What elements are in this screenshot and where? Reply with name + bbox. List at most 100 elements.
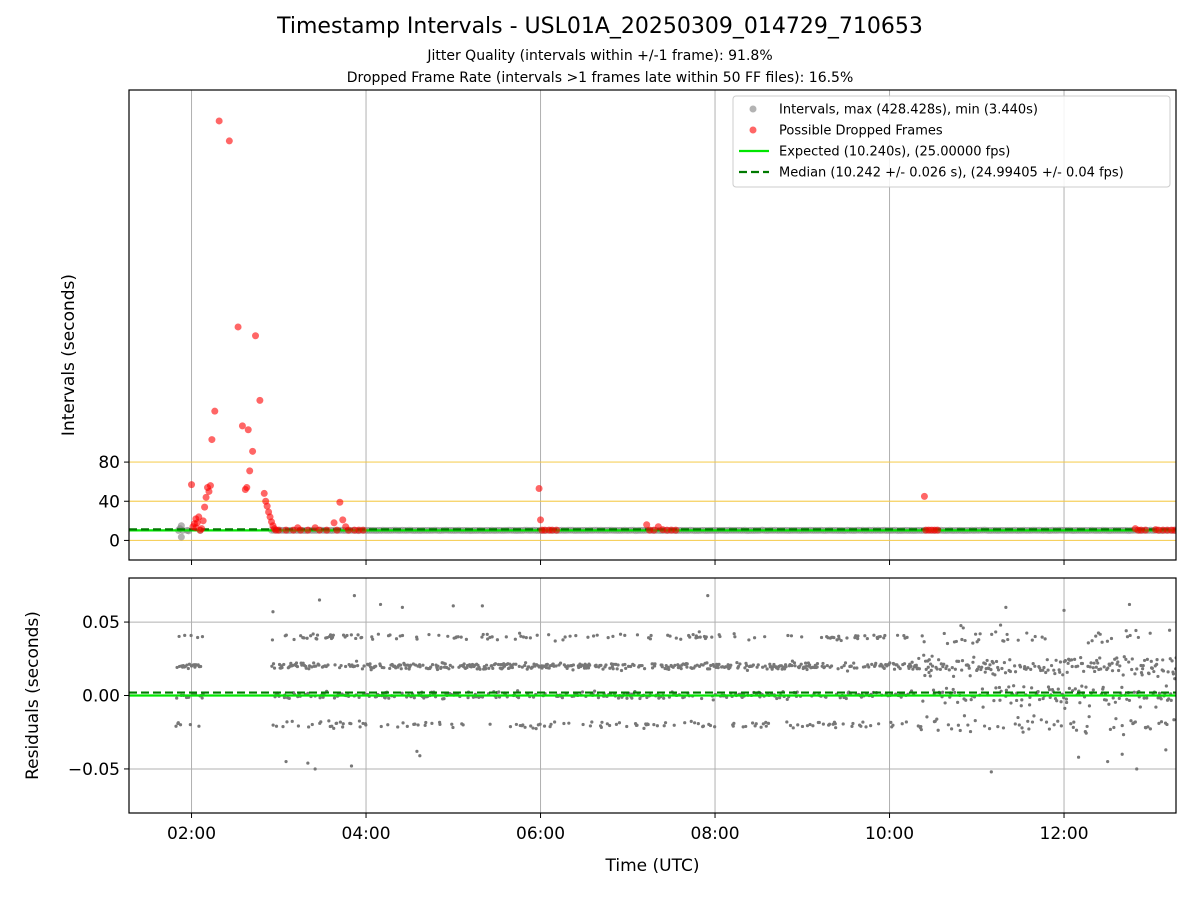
residual-point — [330, 724, 334, 728]
residual-point — [1129, 719, 1133, 723]
residual-point — [305, 636, 309, 640]
residual-point — [562, 721, 566, 726]
residual-point — [1090, 639, 1094, 643]
residual-point — [1100, 640, 1104, 644]
residual-point — [993, 673, 997, 677]
residual-point — [430, 721, 434, 725]
residual-point — [1016, 715, 1020, 720]
residual-point — [396, 725, 400, 729]
residual-point — [271, 610, 275, 614]
residual-point — [1001, 726, 1006, 730]
residual-point — [856, 637, 860, 641]
legend-marker-dropped — [749, 126, 757, 134]
legend-marker-interval — [749, 105, 757, 113]
residual-point — [973, 719, 977, 723]
residual-point — [966, 723, 970, 727]
residual-point — [595, 633, 599, 637]
residual-point — [400, 605, 404, 609]
residual-point — [1020, 698, 1024, 702]
residual-point — [1052, 723, 1056, 727]
residual-point — [418, 754, 422, 758]
residual-point — [614, 722, 619, 727]
residual-point — [399, 663, 403, 667]
dropped-frame-point — [263, 502, 271, 510]
residual-point — [443, 662, 447, 666]
residual-point — [429, 665, 433, 669]
residual-point — [922, 653, 926, 657]
residual-point — [1006, 637, 1010, 642]
residual-point — [1087, 704, 1092, 708]
residual-point — [356, 633, 360, 637]
residual-point — [710, 635, 714, 639]
residual-point — [1150, 666, 1154, 671]
residual-point — [701, 724, 706, 728]
residual-point — [1045, 658, 1049, 662]
residual-point — [664, 663, 668, 668]
residual-point — [977, 665, 981, 669]
residual-point — [855, 666, 859, 670]
residual-point — [1016, 638, 1020, 642]
residual-point — [996, 668, 1001, 672]
residual-point — [1080, 684, 1084, 688]
residual-point — [1053, 671, 1057, 676]
residual-point — [606, 636, 610, 640]
residual-point — [461, 723, 465, 727]
residual-point — [962, 714, 967, 718]
dropped-frame-point — [199, 517, 207, 525]
residual-point — [819, 635, 824, 640]
residual-point — [1018, 665, 1023, 669]
residual-point — [1080, 661, 1085, 666]
residual-point — [588, 724, 593, 728]
residual-point — [307, 667, 311, 671]
residual-point — [318, 696, 322, 700]
residual-point — [517, 664, 521, 669]
interval-point — [177, 533, 185, 541]
residual-point — [274, 724, 279, 728]
residual-point — [733, 635, 737, 639]
residual-point — [785, 697, 789, 701]
residual-point — [985, 658, 989, 663]
residual-point — [567, 721, 571, 725]
residual-point — [353, 664, 357, 668]
residual-point — [1086, 641, 1090, 645]
dropped-frame-point — [1171, 526, 1176, 534]
residual-point — [735, 660, 739, 665]
residual-point — [290, 663, 295, 668]
dropped-frame-point — [205, 487, 213, 495]
residual-point — [1135, 767, 1139, 771]
residual-point — [1052, 668, 1056, 672]
residual-point — [882, 666, 886, 670]
residual-point — [553, 639, 557, 643]
y-tick-label: 0 — [109, 531, 120, 551]
residual-point — [981, 705, 985, 709]
residual-point — [484, 663, 489, 667]
residual-point — [983, 670, 987, 674]
jitter-quality-subtitle: Jitter Quality (intervals within +/-1 fr… — [427, 48, 773, 64]
residual-point — [270, 664, 274, 668]
residual-point — [840, 665, 844, 669]
residual-point — [998, 623, 1003, 627]
residual-point — [1039, 718, 1043, 722]
x-tick-label: 12:00 — [1040, 824, 1089, 844]
residual-point — [1149, 659, 1153, 663]
residual-point — [990, 632, 994, 636]
residual-point — [951, 687, 955, 692]
residual-point — [983, 662, 987, 666]
residual-point — [466, 696, 470, 700]
residual-point — [942, 631, 946, 636]
residual-point — [317, 598, 322, 602]
residual-point — [188, 723, 192, 727]
chart-title: Timestamp Intervals - USL01A_20250309_01… — [277, 14, 923, 39]
residual-point — [752, 636, 757, 640]
residual-point — [292, 637, 296, 642]
residual-point — [1159, 720, 1164, 724]
intervals-plot-area — [129, 117, 1176, 541]
residual-point — [944, 686, 949, 690]
residual-point — [272, 666, 277, 670]
residual-point — [743, 666, 747, 670]
residual-point — [635, 633, 640, 637]
residual-point — [369, 668, 373, 672]
residual-point — [949, 727, 954, 731]
residual-point — [415, 749, 419, 753]
residual-point — [980, 665, 984, 669]
